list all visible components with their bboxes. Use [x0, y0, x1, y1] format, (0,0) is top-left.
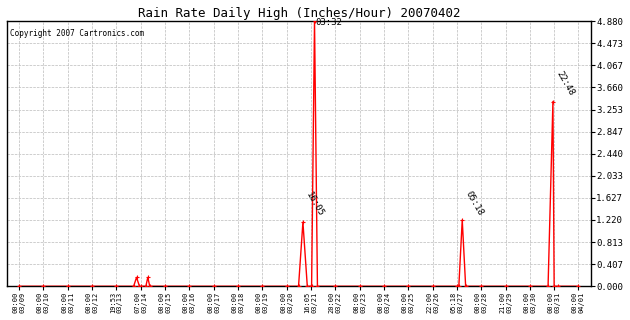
Text: 03:32: 03:32 — [316, 18, 343, 27]
Text: Copyright 2007 Cartronics.com: Copyright 2007 Cartronics.com — [10, 29, 144, 38]
Text: 22:48: 22:48 — [554, 69, 575, 97]
Text: 05:18: 05:18 — [464, 189, 484, 217]
Title: Rain Rate Daily High (Inches/Hour) 20070402: Rain Rate Daily High (Inches/Hour) 20070… — [137, 7, 460, 20]
Text: 16:05: 16:05 — [304, 190, 325, 218]
